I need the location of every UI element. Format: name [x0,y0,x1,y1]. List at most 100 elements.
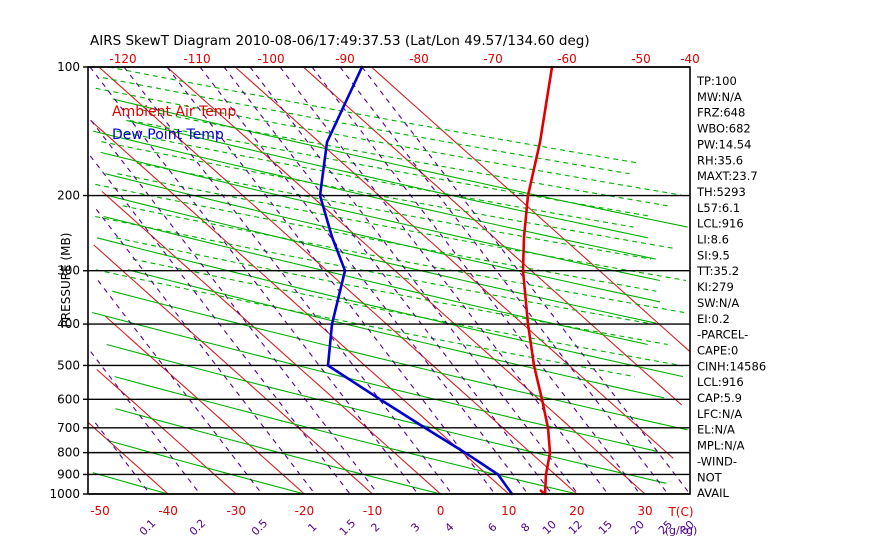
isotherm--20 [104,315,305,495]
parameter-tp-100: TP:100 [696,74,737,88]
parameter-th-5293: TH:5293 [696,185,746,199]
parameter-sw-n-a: SW:N/A [697,296,739,310]
parameter-parcel: -PARCEL- [697,328,748,342]
bottom-temp-tick-20: 20 [569,504,584,518]
temperature-axis-title: T(C) [667,505,693,519]
plot-frame [87,66,691,495]
top-temp-tick--80: -80 [409,52,429,66]
isotherm-40 [234,66,674,459]
dry-adiabat-120 [96,237,684,378]
page-title: AIRS SkewT Diagram 2010-08-06/17:49:37.5… [90,33,590,49]
bottom-temp-tick--20: -20 [295,504,315,518]
parameter-ei-0-2: EI:0.2 [697,312,730,326]
parameter-wbo-682: WBO:682 [697,122,751,136]
moist-adiabat-340 [129,119,652,218]
parameter-wind: -WIND- [697,454,737,468]
bottom-temp-tick--10: -10 [363,504,383,518]
parameter-cinh-14586: CINH:14586 [697,359,766,373]
pressure-tick-900: 900 [57,467,80,481]
pressure-tick-600: 600 [57,392,80,406]
curve-ambient-air-temp [521,65,554,496]
top-temp-tick--70: -70 [483,52,503,66]
dry-adiabat-80 [112,290,688,431]
dry-adiabat-40 [106,343,667,484]
moist-adiabat-200 [95,215,648,324]
pressure-tick-400: 400 [57,317,80,331]
dry-adiabat--20 [108,440,305,495]
dry-adiabat-260 [112,98,688,228]
parameter-avail: AVAIL [697,486,730,500]
bottom-temp-tick--30: -30 [226,504,246,518]
top-temp-tick--90: -90 [335,52,355,66]
parameter-mpl-n-a: MPL:N/A [697,439,745,453]
pressure-tick-200: 200 [57,189,80,203]
legend-ambient-air-temp: Ambient Air Temp [112,104,237,120]
pressure-tick-800: 800 [57,446,80,460]
top-temp-tick--50: -50 [631,52,651,66]
parameter-lfc-n-a: LFC:N/A [697,407,742,421]
bottom-temperature-tick-labels: -50 -40 -30 -20 -10 0 10 20 30 [90,504,652,518]
top-temp-tick--60: -60 [557,52,577,66]
isotherm-30 [166,66,646,495]
moist-adiabat-160 [132,258,684,367]
pressure-tick-300: 300 [57,264,80,278]
top-temp-tick--100: -100 [257,52,284,66]
parameter-frz-648: FRZ:648 [697,106,745,120]
isotherm-10 [90,119,510,495]
dry-adiabat-200 [100,151,660,282]
parameter-mw-n-a: MW:N/A [697,90,742,104]
parameter-tt-35-2: TT:35.2 [696,264,739,278]
moist-adiabat-280 [136,162,652,260]
parameter-cape-0: CAPE:0 [697,343,738,357]
moist-adiabat-360 [140,109,668,207]
mixing-ratio-0.5 [97,280,263,495]
moist-adiabat-240 [95,183,657,292]
parameter-maxt-23-7: MAXT:23.7 [697,169,758,183]
parameter-li-8-6: LI:8.6 [697,233,729,247]
dry-adiabat--40 [92,472,169,495]
parameter-not: NOT [697,470,723,484]
moist-adiabat-380 [95,87,682,196]
parameter-si-9-5: SI:9.5 [697,248,730,262]
pressure-tick-1000: 1000 [49,487,80,501]
pressure-tick-700: 700 [57,421,80,435]
moist-adiabat-400 [102,77,630,175]
mixing-ratio-axis-title: (g/kg) [665,524,698,537]
isotherm--40 [88,422,169,495]
parameter-ki-279: KI:279 [697,280,734,294]
parameter-lcl-916: LCL:916 [697,375,744,389]
pressure-tick-labels: 100 200 300 400 500 600 700 800 900 1000 [49,60,88,501]
top-temp-tick--40: -40 [680,52,700,66]
isotherm-20 [98,66,578,495]
moist-adiabat-420 [108,66,639,164]
mixing-ratio-2 [90,120,379,495]
bottom-temp-tick-0: 0 [437,504,445,518]
isotherm-lines [88,66,691,495]
bottom-temp-tick-30: 30 [637,504,652,518]
mixing-ratio-0.1 [94,422,151,495]
dry-adiabat-0 [115,408,441,495]
top-temp-tick--120: -120 [109,52,136,66]
pressure-tick-100: 100 [57,60,80,74]
parameter-rh-35-6: RH:35.6 [697,153,743,167]
moist-adiabat-220 [122,205,685,314]
moist-adiabat-260 [117,173,687,282]
bottom-temp-tick--50: -50 [90,504,110,518]
parameter-el-n-a: EL:N/A [697,423,735,437]
bottom-temp-tick-10: 10 [501,504,516,518]
parameter-pw-14-54: PW:14.54 [697,137,751,151]
isotherm--30 [96,369,237,495]
mixing-ratio-lines [89,66,691,495]
pressure-axis-title: PRESSURE (MB) [59,233,73,328]
curve-dew-point-temp [318,65,514,496]
bottom-temp-tick--40: -40 [158,504,178,518]
pressure-tick-500: 500 [57,358,80,372]
isotherm-0 [101,191,441,495]
parameter-l57-6-1: L57:6.1 [697,201,740,215]
parameter-lcl-916: LCL:916 [697,217,744,231]
parameter-cap-5-9: CAP:5.9 [697,391,742,405]
